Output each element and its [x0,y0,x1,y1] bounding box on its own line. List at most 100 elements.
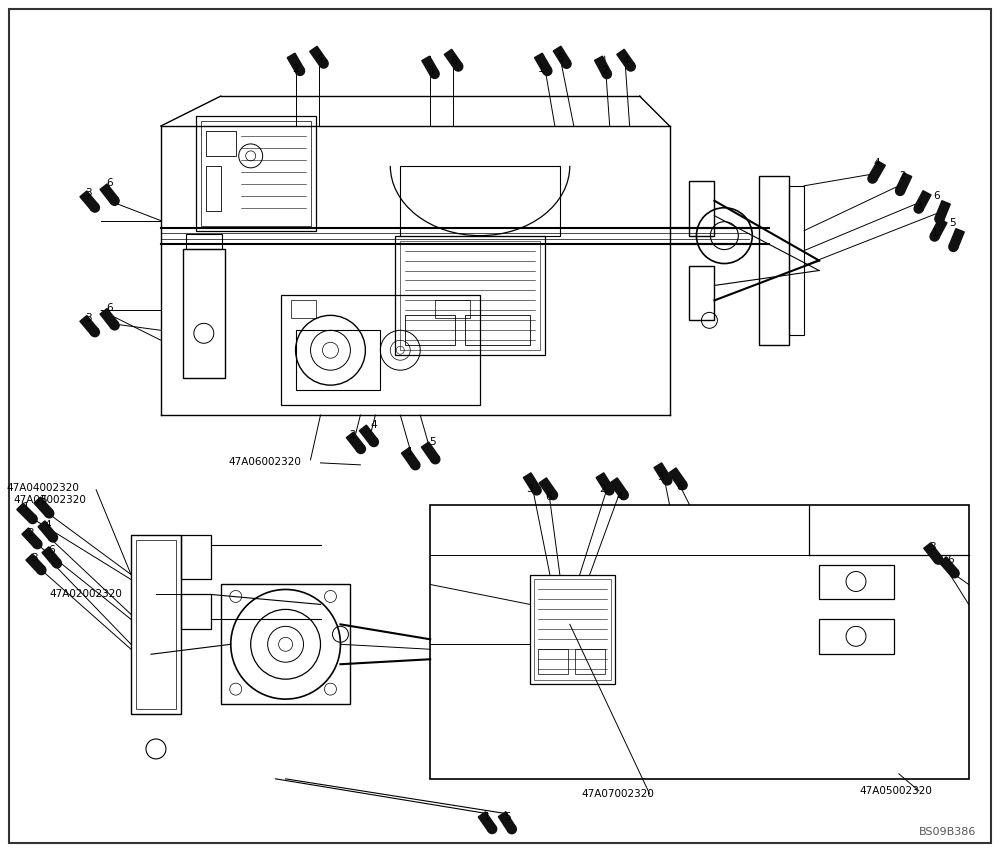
Text: 1: 1 [484,812,490,821]
Text: 6: 6 [48,544,55,555]
Polygon shape [669,468,686,487]
Circle shape [431,455,440,463]
Text: 3: 3 [31,553,38,562]
Text: 6: 6 [546,492,552,502]
Bar [136,539,176,709]
Polygon shape [22,528,41,547]
Text: 2: 2 [601,66,608,76]
Text: 5: 5 [429,437,436,447]
Bar [819,619,894,654]
Polygon shape [939,557,958,576]
Polygon shape [915,191,931,210]
Text: 6: 6 [676,481,683,492]
Polygon shape [896,173,912,193]
Bar [206,166,221,210]
Text: 2: 2 [349,430,356,440]
Text: 5: 5 [558,53,564,63]
Polygon shape [610,478,627,498]
Text: 3: 3 [929,542,936,551]
Polygon shape [287,53,304,73]
Bar [281,296,480,405]
Polygon shape [553,46,570,66]
Text: 47A03002320: 47A03002320 [13,495,86,504]
Circle shape [319,59,328,68]
Text: 5: 5 [40,495,47,504]
Text: 47A06002320: 47A06002320 [229,457,302,467]
Polygon shape [100,308,118,328]
Circle shape [605,486,614,495]
Bar [186,233,222,249]
Bar [395,236,545,355]
Polygon shape [869,161,885,181]
Text: 4: 4 [874,158,880,168]
Text: 3: 3 [85,187,91,198]
Circle shape [678,481,687,490]
Bar [405,315,455,345]
Circle shape [49,533,58,542]
Bar [689,181,714,236]
Circle shape [619,491,628,499]
Text: 3: 3 [657,472,664,482]
Text: 3: 3 [427,66,434,76]
Circle shape [950,569,959,578]
Text: 1: 1 [23,502,30,512]
Bar [291,301,316,319]
Text: 3: 3 [916,201,922,210]
Text: 6: 6 [106,303,112,314]
Circle shape [411,461,420,469]
Polygon shape [596,473,613,492]
Circle shape [549,491,558,499]
Text: 6: 6 [450,56,456,66]
Text: 4: 4 [44,520,51,530]
Polygon shape [924,543,942,562]
Circle shape [45,509,54,518]
Circle shape [663,476,672,485]
Text: 2: 2 [900,170,906,181]
Bar [530,574,615,684]
Polygon shape [617,49,634,69]
Bar [575,649,605,674]
Circle shape [110,196,119,205]
Circle shape [507,825,516,834]
Bar [435,301,470,319]
Polygon shape [595,56,611,76]
Polygon shape [100,184,118,204]
Polygon shape [422,56,439,76]
Bar [296,331,380,390]
Text: 47A02002320: 47A02002320 [49,590,122,600]
Text: 6: 6 [933,191,940,201]
Polygon shape [444,49,462,69]
Polygon shape [80,315,98,335]
Text: 4: 4 [370,420,377,430]
Circle shape [37,566,46,574]
Text: 6: 6 [106,178,112,187]
Circle shape [532,486,541,495]
Text: 3: 3 [527,484,533,494]
Circle shape [454,62,463,71]
Bar [759,176,789,345]
Polygon shape [346,432,364,452]
Text: BS09B386: BS09B386 [919,826,977,837]
Polygon shape [80,191,98,210]
Bar [538,649,568,674]
Text: 47A07002320: 47A07002320 [582,789,655,799]
Bar [534,579,611,680]
Text: 47A04002320: 47A04002320 [6,483,79,492]
Circle shape [543,66,552,76]
Circle shape [90,203,99,212]
Circle shape [930,232,939,241]
Bar [221,584,350,704]
Circle shape [90,328,99,337]
Text: 4: 4 [316,53,323,63]
Text: 3: 3 [85,314,91,324]
Bar [196,116,316,231]
Circle shape [914,204,923,213]
Bar [400,166,560,236]
Polygon shape [478,812,496,832]
Bar [206,131,236,156]
Bar [400,240,540,350]
Text: 4: 4 [622,56,629,66]
Text: 47A05002320: 47A05002320 [859,786,932,796]
Circle shape [602,70,611,78]
Bar [201,121,311,226]
